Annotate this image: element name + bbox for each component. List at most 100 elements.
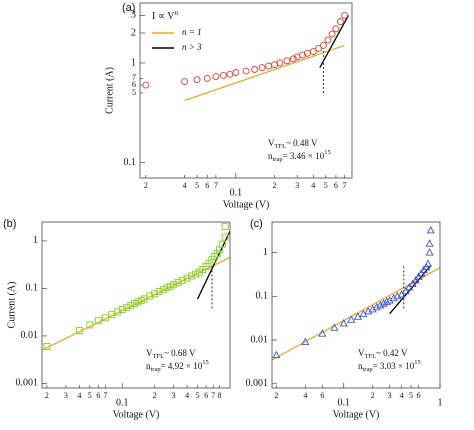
- data-point: [341, 11, 348, 19]
- x-tick-label: 6: [334, 181, 338, 190]
- annotation-subscript: trap: [273, 156, 283, 163]
- annotation-superscript: 15: [324, 149, 331, 156]
- data-point: [426, 226, 435, 234]
- x-tick-label: 1: [438, 397, 443, 408]
- annotation-symbol: n: [146, 361, 151, 371]
- y-tick-label: 5: [132, 88, 136, 97]
- x-tick-label: 5: [195, 181, 199, 190]
- annotation-subscript: TFL: [275, 143, 287, 150]
- data-point: [174, 278, 182, 286]
- annotation-symbol: n: [358, 361, 363, 371]
- data-point: [193, 76, 201, 84]
- data-point: [258, 64, 266, 71]
- x-tick-label: 7: [214, 181, 218, 190]
- data-point: [218, 240, 226, 248]
- x-tick-label: 5: [409, 391, 413, 400]
- y-tick-label: 0.1: [124, 157, 137, 168]
- x-tick-label: 2: [153, 391, 157, 400]
- annotation: ntrap= 4.92 × 1015: [146, 359, 209, 373]
- data-point: [315, 44, 323, 52]
- x-tick-label: 6: [417, 391, 421, 400]
- data-point: [251, 66, 259, 73]
- annotation-symbol: n: [268, 151, 273, 161]
- fit-line: [184, 44, 345, 102]
- y-tick-label: 1: [263, 247, 268, 258]
- x-tick-label: 4: [183, 181, 187, 190]
- axes-frame: [41, 221, 231, 389]
- y-axis-label: Current (A): [104, 67, 115, 114]
- x-tick-label: 3: [64, 391, 68, 400]
- data-point: [336, 18, 344, 26]
- annotation: ntrap= 3.03 × 1015: [358, 359, 421, 373]
- data-point: [192, 270, 200, 278]
- data-point: [376, 300, 385, 309]
- y-axis-label: Current (A): [6, 282, 17, 329]
- x-tick-label: 2: [45, 391, 49, 400]
- data-point: [318, 329, 327, 337]
- data-point: [382, 297, 391, 305]
- data-point: [181, 78, 189, 86]
- legend-label: n > 3: [182, 42, 202, 52]
- x-tick-label: 5: [324, 181, 328, 190]
- data-point: [324, 36, 332, 44]
- x-tick-label: 4: [185, 391, 189, 400]
- y-tick-label: 3: [131, 10, 136, 21]
- data-point: [276, 59, 284, 67]
- annotation: ntrap= 3.46 × 1015: [268, 149, 331, 163]
- data-point: [389, 293, 398, 302]
- y-tick-label: 2: [131, 27, 136, 38]
- data-point: [328, 30, 336, 38]
- data-point: [123, 303, 131, 311]
- data-point: [425, 239, 434, 247]
- data-point: [113, 308, 121, 316]
- x-tick-label: 5: [88, 391, 92, 400]
- y-tick-label: 7: [132, 73, 136, 82]
- panel-label: (b): [3, 218, 16, 230]
- data-point: [170, 281, 178, 289]
- x-axis-label: Voltage (V): [113, 409, 160, 420]
- x-tick-label: 4: [77, 391, 81, 400]
- annotation-text: = 3.03 × 10: [373, 361, 415, 371]
- legend-label: n = 1: [182, 27, 202, 37]
- x-tick-label: 2: [371, 391, 375, 400]
- data-point: [86, 321, 94, 329]
- annotation-symbol: V: [358, 348, 365, 358]
- data-point: [226, 70, 234, 78]
- annotation: VTFL~ 0.68 V: [146, 348, 196, 360]
- data-point: [221, 233, 229, 241]
- data-point: [188, 272, 196, 280]
- fit-line: [196, 230, 230, 300]
- annotation: VTFL~ 0.48 V: [268, 138, 318, 150]
- data-point: [283, 57, 291, 65]
- data-point: [163, 284, 171, 292]
- annotation-text: ~ 0.42 V: [376, 348, 408, 358]
- data-point: [43, 342, 51, 350]
- x-tick-label: 6: [204, 391, 208, 400]
- fit-line: [319, 15, 349, 68]
- plot-area: [272, 226, 440, 361]
- fit-line: [272, 267, 440, 361]
- y-tick-label: 0.001: [246, 378, 269, 389]
- data-point: [155, 288, 163, 295]
- data-point: [212, 73, 220, 81]
- legend-title: I ∝ Vn: [152, 9, 179, 23]
- data-point: [265, 62, 273, 70]
- annotation-subscript: trap: [363, 366, 373, 373]
- annotation-superscript: 15: [414, 359, 421, 366]
- data-point: [320, 41, 327, 49]
- x-tick-label: 0.1: [230, 187, 243, 198]
- annotation-subscript: TFL: [365, 353, 377, 360]
- data-point: [417, 269, 426, 277]
- y-tick-label: 0.001: [16, 378, 39, 389]
- axes-frame: [271, 221, 441, 389]
- x-tick-label: 6: [205, 181, 209, 190]
- data-point: [309, 48, 317, 56]
- data-point: [339, 318, 348, 327]
- x-tick-label: 2: [274, 391, 278, 400]
- y-tick-label: 1: [33, 235, 38, 246]
- data-point: [372, 302, 381, 311]
- data-point: [131, 300, 138, 307]
- plot-area: [142, 11, 349, 102]
